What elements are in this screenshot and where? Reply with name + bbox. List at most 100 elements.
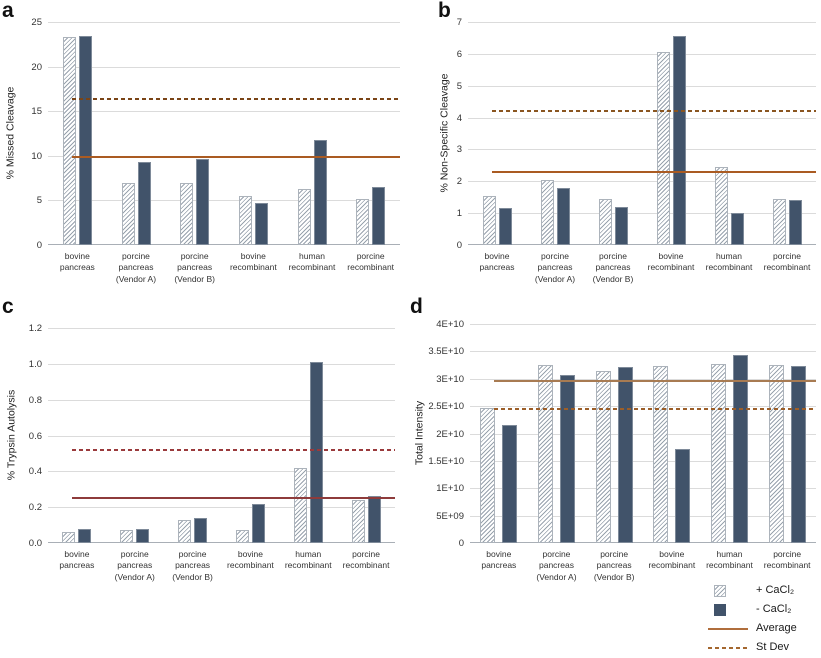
bar-minus-cacl2 (672, 36, 686, 245)
bar-minus-cacl2 (251, 503, 265, 543)
legend-item-average: Average (700, 620, 820, 639)
y-tick-label: 3E+10 (436, 373, 464, 385)
x-category-label-line: porcine (600, 549, 629, 559)
bar-minus-cacl2 (313, 139, 327, 245)
y-tick-label: 5 (456, 80, 462, 92)
x-category-label: bovine recombinant (220, 251, 287, 274)
bar-minus-cacl2 (675, 448, 691, 543)
bar-plus-cacl2 (772, 198, 786, 245)
x-category-label-line: pancreas (595, 262, 631, 273)
y-axis-title-a: % Missed Cleavage (4, 86, 16, 179)
panel-letter-c: c (2, 295, 14, 318)
x-category-label-line: porcine (599, 251, 627, 261)
average-line-swatch-icon (708, 628, 748, 630)
y-tick-label: 0 (36, 240, 42, 251)
y-tick-label: 0.0 (28, 538, 42, 549)
x-category-label: human recombinant (697, 549, 763, 572)
gridline (48, 435, 395, 437)
gridline (468, 53, 816, 55)
bar-minus-cacl2 (498, 208, 512, 245)
bar-plus-cacl2 (538, 364, 553, 543)
y-tick-label: 3 (456, 144, 462, 156)
gridline (468, 85, 816, 87)
x-category-label-line: recombinant (706, 560, 753, 571)
x-category-label: human recombinant (279, 251, 346, 274)
x-category-label: bovine pancreas (44, 251, 111, 274)
x-category-label-line: porcine (773, 549, 802, 559)
x-category-label-line: porcine (773, 251, 801, 261)
bar-plus-cacl2 (121, 182, 135, 245)
x-category-label-line: recombinant (347, 262, 395, 273)
x-category-label: porcine pancreas (Vendor B) (580, 251, 646, 285)
x-category-label-line: recombinant (284, 560, 332, 571)
x-category-label: porcine pancreas (Vendor B) (160, 549, 226, 583)
bar-plus-cacl2 (711, 363, 726, 543)
bar-plus-cacl2 (356, 198, 370, 245)
bar-plus-cacl2 (297, 188, 311, 245)
plus-cacl2-swatch-icon (714, 585, 726, 597)
bar-minus-cacl2 (367, 496, 381, 543)
x-category-label-line: (Vendor B) (174, 273, 215, 284)
x-category-label-line: recombinant (227, 560, 274, 571)
bar-plus-cacl2 (656, 52, 670, 245)
x-category-label-line: human (716, 549, 743, 559)
bar-plus-cacl2 (480, 407, 496, 543)
bar-plus-cacl2 (178, 519, 192, 543)
x-category-label-line: bovine (659, 549, 685, 559)
legend-item-plus-cacl2: + CaCl₂ (700, 582, 820, 601)
x-category-label-line: recombinant (288, 262, 336, 273)
y-tick-label: 0.4 (28, 466, 42, 478)
y-tick-label: 4E+10 (436, 319, 464, 330)
legend-label: + CaCl₂ (756, 584, 795, 596)
gridline (48, 363, 395, 365)
gridline (470, 515, 816, 517)
x-category-label: bovine recombinant (639, 549, 705, 572)
x-category-label-line: pancreas (59, 560, 95, 571)
x-category-label: human recombinant (275, 549, 341, 572)
gridline (48, 507, 395, 509)
x-category-label-line: porcine (120, 549, 149, 559)
x-category-label-line: human (295, 549, 322, 559)
plot-area-b: 0 1 2 3 4 5 6 7 bovine pancreas porcine pancreas (Ve… (457, 17, 816, 284)
bar-plus-cacl2 (235, 530, 249, 543)
x-category-label-line: pancreas (117, 560, 153, 571)
x-category-label-line: human (298, 251, 325, 261)
stdev-line-a (72, 97, 400, 100)
panel-letter-a: a (2, 0, 14, 22)
gridline (48, 200, 400, 202)
legend-label: Average (756, 622, 797, 634)
panel-letter-d: d (410, 295, 423, 318)
legend-item-minus-cacl2: - CaCl₂ (700, 601, 820, 620)
stdev-line-d (494, 408, 816, 411)
y-tick-label: 6 (456, 48, 462, 60)
y-tick-label: 5 (36, 195, 42, 207)
x-category-label-line: pancreas (596, 560, 632, 571)
y-tick-label: 1.0 (28, 358, 42, 370)
y-tick-label: 0.6 (28, 430, 42, 442)
y-tick-label: 15 (31, 106, 42, 118)
bar-minus-cacl2 (733, 354, 748, 543)
bar-minus-cacl2 (78, 36, 92, 245)
bar-plus-cacl2 (598, 198, 612, 245)
gridline (48, 22, 400, 23)
gridline (468, 213, 816, 215)
bar-plus-cacl2 (714, 166, 728, 245)
y-tick-label: 0 (458, 538, 464, 549)
x-category-label: human recombinant (696, 251, 762, 274)
x-category-label-line: bovine (486, 549, 512, 559)
x-category-label-line: bovine (237, 549, 263, 559)
plot-area-d: 0 5E+09 1E+10 1.5E+10 2E+10 2.5E+10 3E+10 3.5E+… (428, 319, 816, 582)
gridline (468, 149, 816, 151)
y-tick-label: 2 (456, 176, 462, 188)
y-tick-label: 0.2 (28, 502, 42, 514)
y-tick-label: 0 (456, 240, 462, 251)
x-category-label-line: (Vendor A) (536, 571, 577, 582)
average-line-c (72, 497, 395, 500)
bar-plus-cacl2 (180, 183, 194, 245)
x-category-label: porcine pancreas (Vendor B) (581, 549, 647, 583)
x-category-label: bovine recombinant (638, 251, 704, 274)
y-tick-label: 7 (456, 17, 462, 28)
x-category-label-line: pancreas (175, 560, 211, 571)
x-category-label-line: bovine (658, 251, 684, 261)
bar-plus-cacl2 (482, 195, 496, 245)
